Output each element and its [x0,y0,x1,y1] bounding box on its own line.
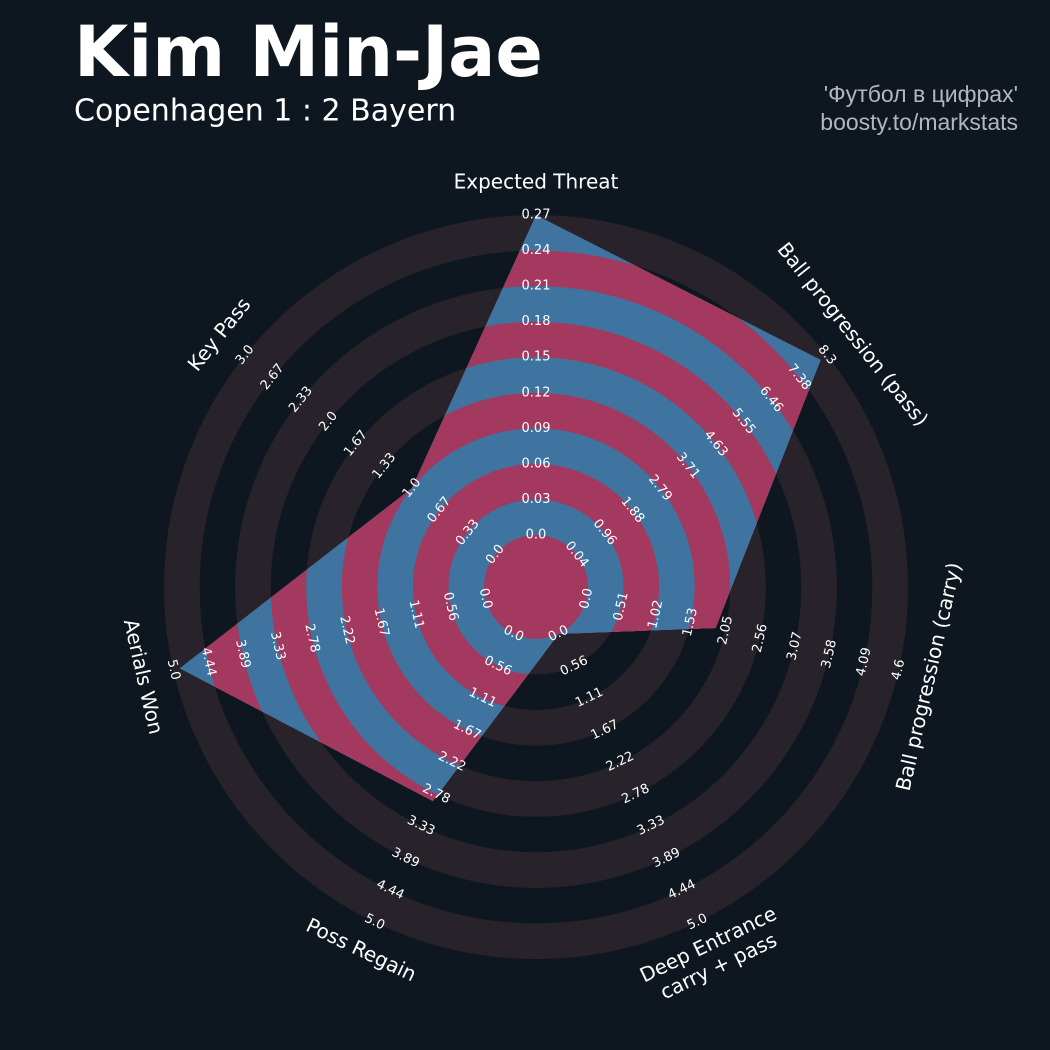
tick-label: 5.0 [164,658,183,682]
credit: boosty.to/markstats [820,109,1018,135]
tick-label: 0.0 [526,528,547,543]
tick-label: 0.51 [611,591,632,623]
tick-label: 2.78 [301,622,322,654]
credit: 'Футбол в цифрах' [824,81,1018,107]
center-disk [484,535,588,639]
tick-label: 0.56 [440,591,461,623]
tick-label: 0.12 [522,385,551,400]
tick-label: 0.21 [522,279,551,294]
tick-label: 4.09 [854,646,875,678]
tick-label: 0.0 [476,587,495,611]
tick-label: 0.27 [522,208,551,223]
tick-label: 0.0 [577,587,596,611]
tick-label: 0.18 [522,314,551,329]
tick-label: 1.67 [371,607,392,639]
subtitle: Copenhagen 1 : 2 Bayern [74,94,456,129]
tick-label: 0.15 [522,350,551,365]
tick-label: 1.11 [406,599,427,631]
tick-label: 2.56 [750,622,771,654]
tick-label: 3.07 [784,630,805,662]
tick-label: 0.09 [522,421,551,436]
tick-label: 0.06 [522,456,551,471]
tick-label: 2.22 [336,614,357,646]
tick-label: 4.6 [889,658,908,682]
tick-label: 1.02 [645,599,666,631]
tick-label: 0.24 [522,243,551,258]
tick-label: 1.53 [680,606,701,638]
tick-label: 3.89 [232,638,253,670]
tick-label: 2.05 [715,615,736,647]
title: Kim Min-Jae [74,11,543,93]
tick-label: 0.03 [522,492,551,507]
tick-label: 3.33 [267,630,288,662]
tick-label: 4.44 [198,646,219,678]
param-label: Expected Threat [454,170,619,194]
tick-label: 3.58 [819,638,840,670]
